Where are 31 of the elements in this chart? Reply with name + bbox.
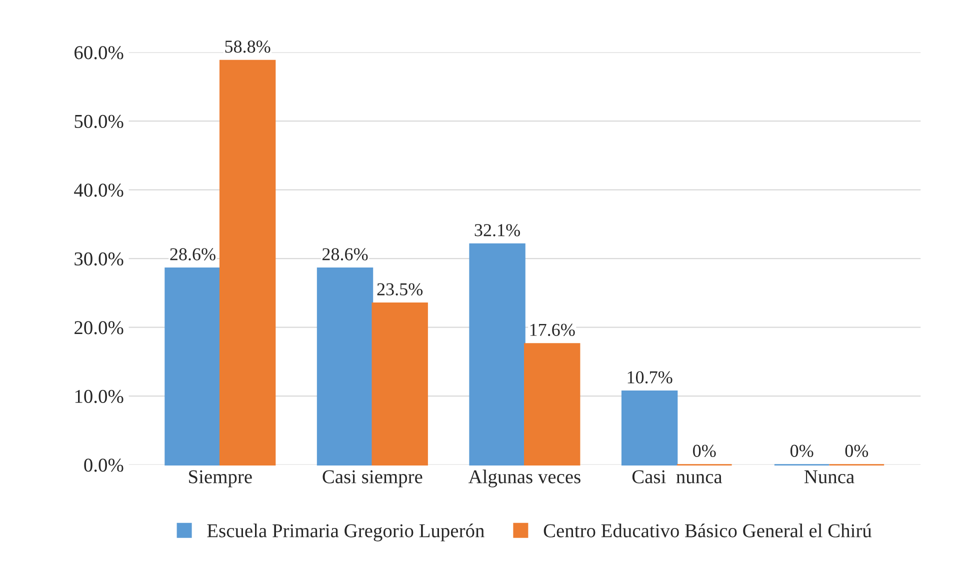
bar — [164, 267, 221, 466]
y-tick-label: 20.0% — [74, 321, 124, 334]
x-tick-label: Casi siempre — [322, 470, 422, 488]
bar — [524, 343, 580, 466]
data-label: 10.7% — [628, 371, 672, 384]
data-label: 17.6% — [530, 324, 575, 336]
y-tick-label: 0.0% — [84, 458, 124, 472]
x-tick-label: Nunca — [804, 470, 854, 484]
legend-label: Escuela Primaria Gregorio Luperón — [207, 524, 484, 542]
x-tick-label: Siempre — [189, 470, 252, 488]
bar — [316, 267, 374, 466]
bar — [219, 60, 276, 466]
data-label: 0% — [693, 444, 716, 458]
y-tick-label: 10.0% — [75, 390, 124, 404]
x-tick-label: Algunas veces — [468, 470, 580, 488]
data-label: 58.8% — [225, 40, 270, 53]
y-tick-label: 60.0% — [74, 46, 124, 60]
y-tick-label: 50.0% — [74, 114, 124, 128]
x-tick-label: Casi nunca — [632, 470, 722, 484]
legend-label: Centro Educativo Básico General el Chirú — [544, 524, 872, 538]
bar — [469, 243, 526, 466]
bar — [621, 390, 678, 466]
data-label: 0% — [790, 444, 814, 458]
data-label: 32.1% — [474, 224, 520, 236]
data-label: 28.6% — [170, 248, 216, 260]
data-label: 23.5% — [377, 283, 423, 296]
bar — [372, 302, 428, 466]
data-label: 0% — [845, 444, 868, 458]
data-label: 28.6% — [322, 248, 368, 260]
y-tick-label: 30.0% — [74, 252, 124, 266]
y-tick-label: 40.0% — [74, 184, 124, 197]
